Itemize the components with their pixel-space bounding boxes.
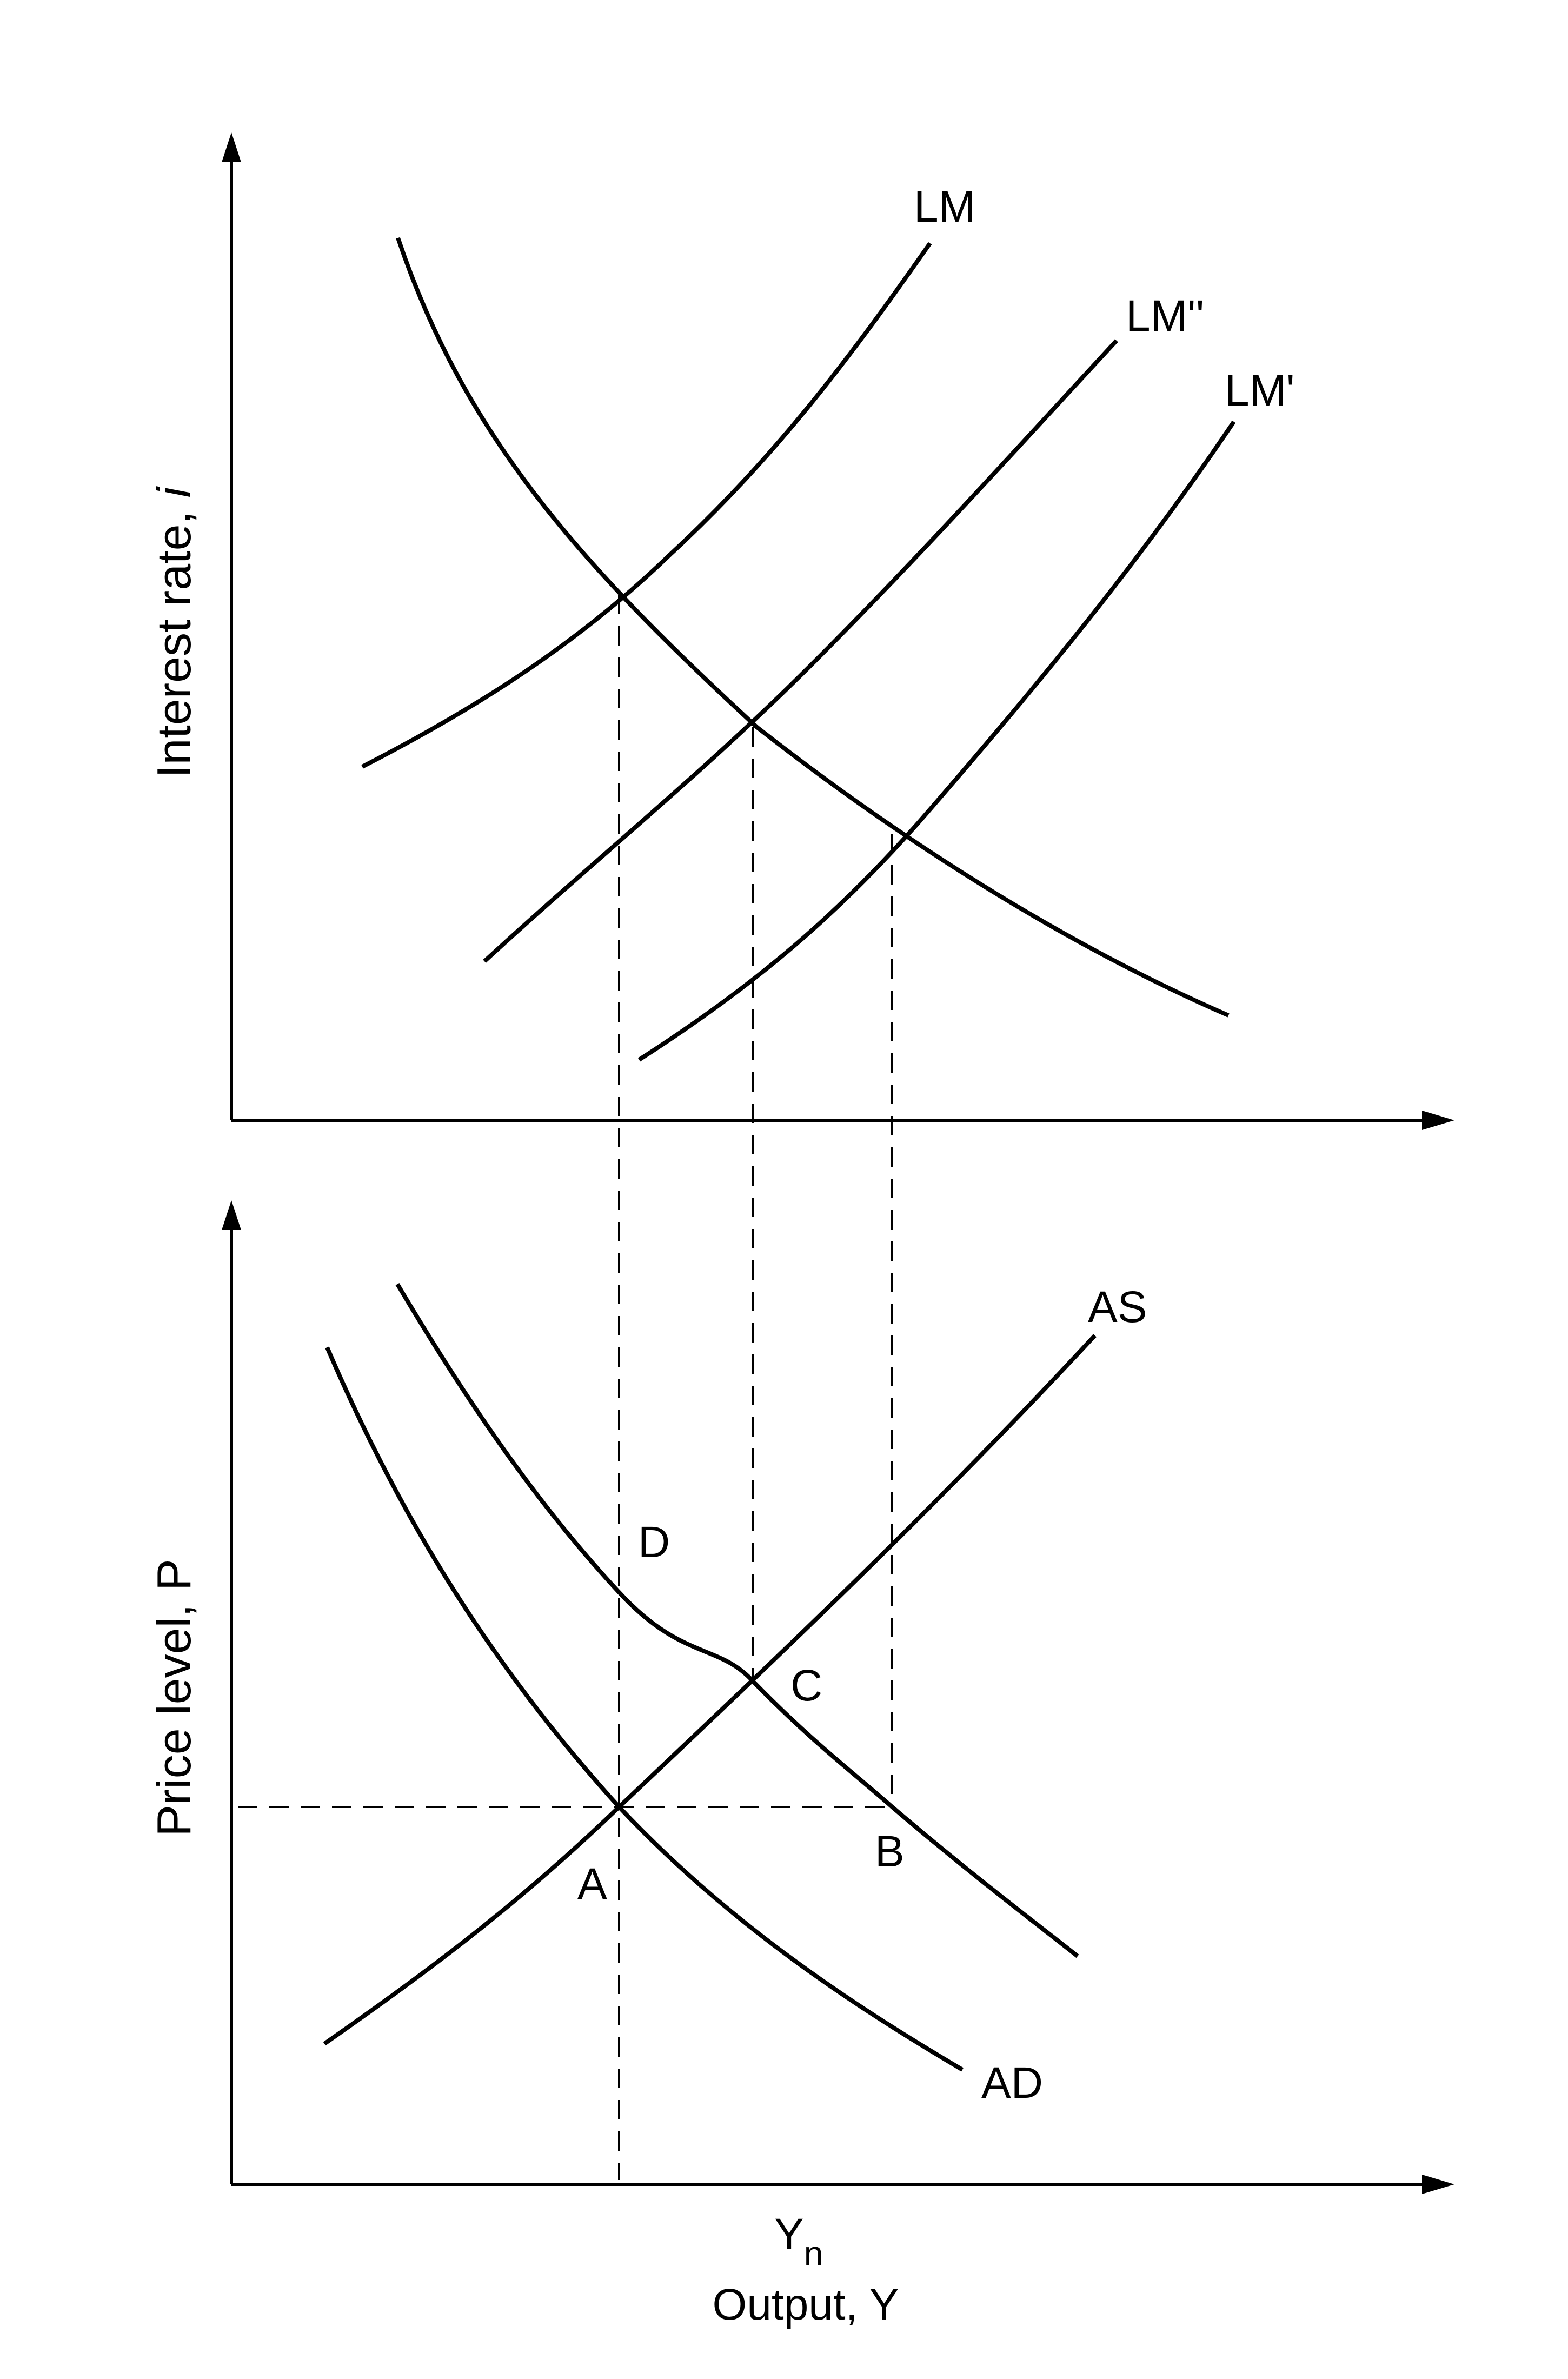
lm-double-prime-label: LM'' — [1126, 291, 1204, 341]
lm-prime-curve — [637, 420, 1236, 1062]
ad-label: AD — [981, 2058, 1043, 2108]
top-x-axis-arrow — [1422, 1111, 1454, 1130]
is-curve — [396, 237, 1230, 1018]
as-curve — [323, 1334, 1097, 2046]
top-y-axis-label: Interest rate, i — [147, 486, 201, 778]
point-c-label: C — [790, 1661, 822, 1710]
point-d-label: D — [638, 1518, 670, 1567]
top-y-axis-arrow — [222, 132, 241, 162]
lm-double-prime-curve — [483, 339, 1118, 963]
ad-curve — [325, 1346, 964, 2072]
bottom-y-axis-arrow — [222, 1200, 241, 1230]
bottom-panel: Price level, P AD AS A B C D Yn Output, … — [147, 1200, 1454, 2329]
bottom-x-axis-arrow — [1422, 2175, 1454, 2194]
top-panel: Interest rate, i LM LM'' LM' — [147, 132, 1454, 1130]
lm-prime-label: LM' — [1225, 366, 1295, 415]
lm-label: LM — [914, 182, 975, 231]
ad-shifted-curve — [395, 1282, 1079, 1958]
as-label: AS — [1088, 1282, 1147, 1332]
yn-tick-label: Yn — [774, 2210, 823, 2273]
bottom-y-axis-label: Price level, P — [147, 1559, 201, 1837]
bottom-x-axis-label: Output, Y — [713, 2280, 899, 2329]
lm-curve — [361, 242, 932, 769]
point-a-label: A — [577, 1859, 607, 1909]
point-b-label: B — [875, 1827, 905, 1876]
